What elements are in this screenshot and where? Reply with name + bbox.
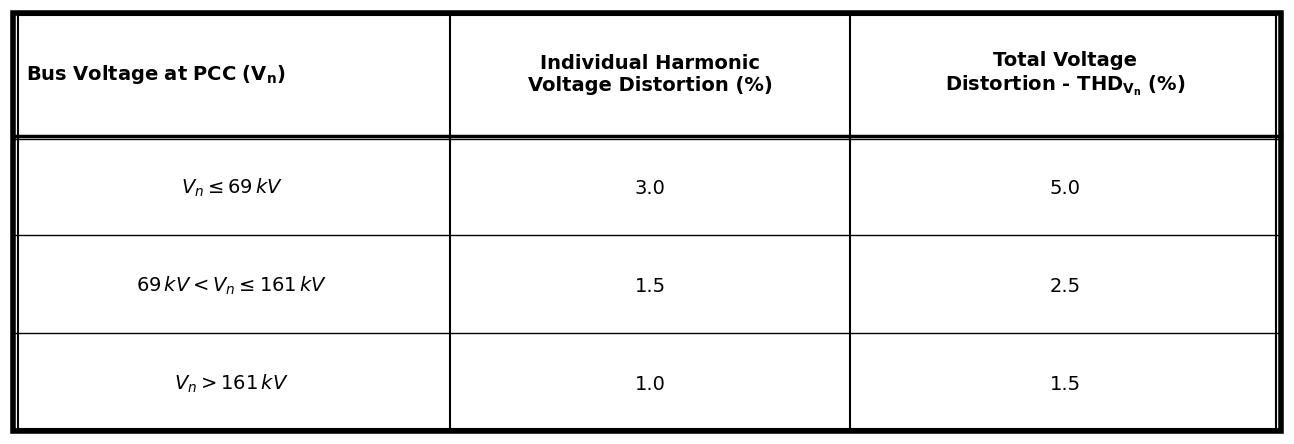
Text: $V_n \leq 69\,kV$: $V_n \leq 69\,kV$ [181, 177, 283, 199]
Text: 1.0: 1.0 [635, 375, 665, 394]
Text: Total Voltage
Distortion - THD$_{\mathbf{V_n}}$ (%): Total Voltage Distortion - THD$_{\mathbf… [945, 52, 1185, 99]
Text: 2.5: 2.5 [1049, 277, 1080, 296]
Text: $69\,kV < V_n \leq 161\,kV$: $69\,kV < V_n \leq 161\,kV$ [136, 275, 327, 297]
Text: 1.5: 1.5 [634, 277, 665, 296]
Text: 3.0: 3.0 [635, 178, 665, 198]
Text: $\bf{Bus\ Voltage\ at\ PCC\ (V_n)}$: $\bf{Bus\ Voltage\ at\ PCC\ (V_n)}$ [26, 63, 286, 87]
Text: $V_n > 161\,kV$: $V_n > 161\,kV$ [175, 373, 289, 396]
Text: 1.5: 1.5 [1049, 375, 1080, 394]
Text: 5.0: 5.0 [1049, 178, 1080, 198]
Text: Individual Harmonic
Voltage Distortion (%): Individual Harmonic Voltage Distortion (… [528, 54, 773, 95]
